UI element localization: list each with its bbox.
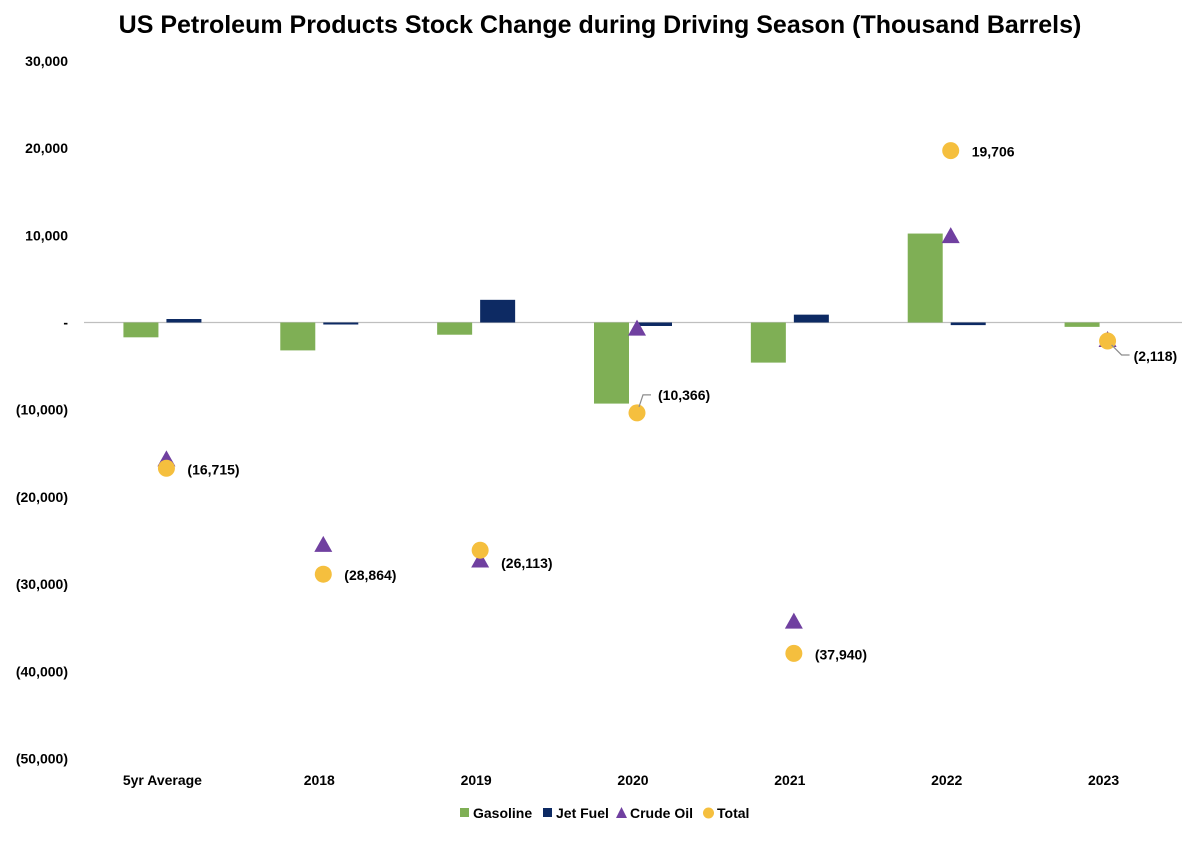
total-marker (628, 404, 646, 422)
y-tick-label: (20,000) (16, 489, 68, 505)
total-data-label: (37,940) (815, 646, 867, 662)
legend-swatch (703, 807, 714, 819)
x-tick-label: 2018 (304, 772, 335, 788)
data-labels: (16,715) (28,864) (26,113) (10,366) (37,940)… (187, 144, 1177, 663)
x-tick-label: 2019 (461, 772, 492, 788)
legend-swatch (616, 807, 627, 818)
x-tick-label: 2022 (931, 772, 962, 788)
x-axis: 5yr Average 2018 2019 2020 2021 2022 2023 (123, 772, 1119, 788)
plot-area (84, 142, 1182, 662)
total-marker (785, 644, 803, 662)
y-axis: 30,000 20,000 10,000 - (10,000) (20,000) (30,0… (16, 53, 68, 767)
legend-label: Crude Oil (630, 805, 693, 821)
x-tick-label: 2020 (617, 772, 648, 788)
y-tick-label: 30,000 (25, 53, 68, 69)
crude-oil-marker (941, 227, 960, 244)
crude-oil-marker (314, 535, 333, 552)
x-tick-label: 5yr Average (123, 772, 202, 788)
total-data-label: (2,118) (1134, 348, 1178, 364)
total-marker (157, 459, 175, 477)
gasoline-bar (280, 322, 316, 351)
jet-fuel-bar (166, 319, 202, 323)
total-marker (942, 142, 960, 160)
gasoline-bar (1064, 322, 1100, 327)
jet-fuel-bar (480, 299, 516, 323)
gasoline-bar (123, 322, 159, 338)
x-tick-label: 2021 (774, 772, 805, 788)
legend-label: Gasoline (473, 805, 532, 821)
total-data-label: (26,113) (501, 555, 552, 571)
legend-label: Total (717, 805, 749, 821)
jet-fuel-bar (323, 322, 359, 325)
crude-oil-marker (784, 612, 803, 629)
leader-line (1111, 344, 1130, 356)
total-data-label: (16,715) (187, 461, 239, 477)
jet-fuel-bar (637, 322, 672, 326)
chart-title: US Petroleum Products Stock Change durin… (119, 11, 1082, 39)
legend-label: Jet Fuel (556, 805, 609, 821)
total-data-label: (10,366) (658, 387, 710, 403)
total-marker (471, 541, 489, 559)
jet-fuel-bar (950, 322, 986, 326)
y-tick-label: (10,000) (16, 402, 68, 418)
total-marker (314, 565, 332, 583)
legend-swatch (543, 808, 552, 817)
y-tick-label: 20,000 (25, 140, 68, 156)
x-tick-label: 2023 (1088, 772, 1119, 788)
gasoline-bar (437, 322, 473, 335)
total-data-label: (28,864) (344, 567, 396, 583)
y-tick-label: 10,000 (25, 227, 68, 243)
crude-oil-marker (471, 551, 490, 568)
gasoline-bar (750, 322, 786, 363)
y-tick-label: - (63, 315, 68, 331)
crude-oil-marker (628, 319, 646, 336)
gasoline-bar (594, 322, 629, 404)
gasoline-bar (907, 233, 943, 323)
jet-fuel-bar (793, 314, 829, 323)
legend: Gasoline Jet Fuel Crude Oil Total (460, 805, 749, 821)
legend-swatch (460, 808, 469, 817)
y-tick-label: (40,000) (16, 663, 68, 679)
leader-line (638, 394, 651, 408)
y-tick-label: (30,000) (16, 576, 68, 592)
y-tick-label: (50,000) (16, 751, 68, 767)
total-data-label: 19,706 (972, 144, 1015, 160)
